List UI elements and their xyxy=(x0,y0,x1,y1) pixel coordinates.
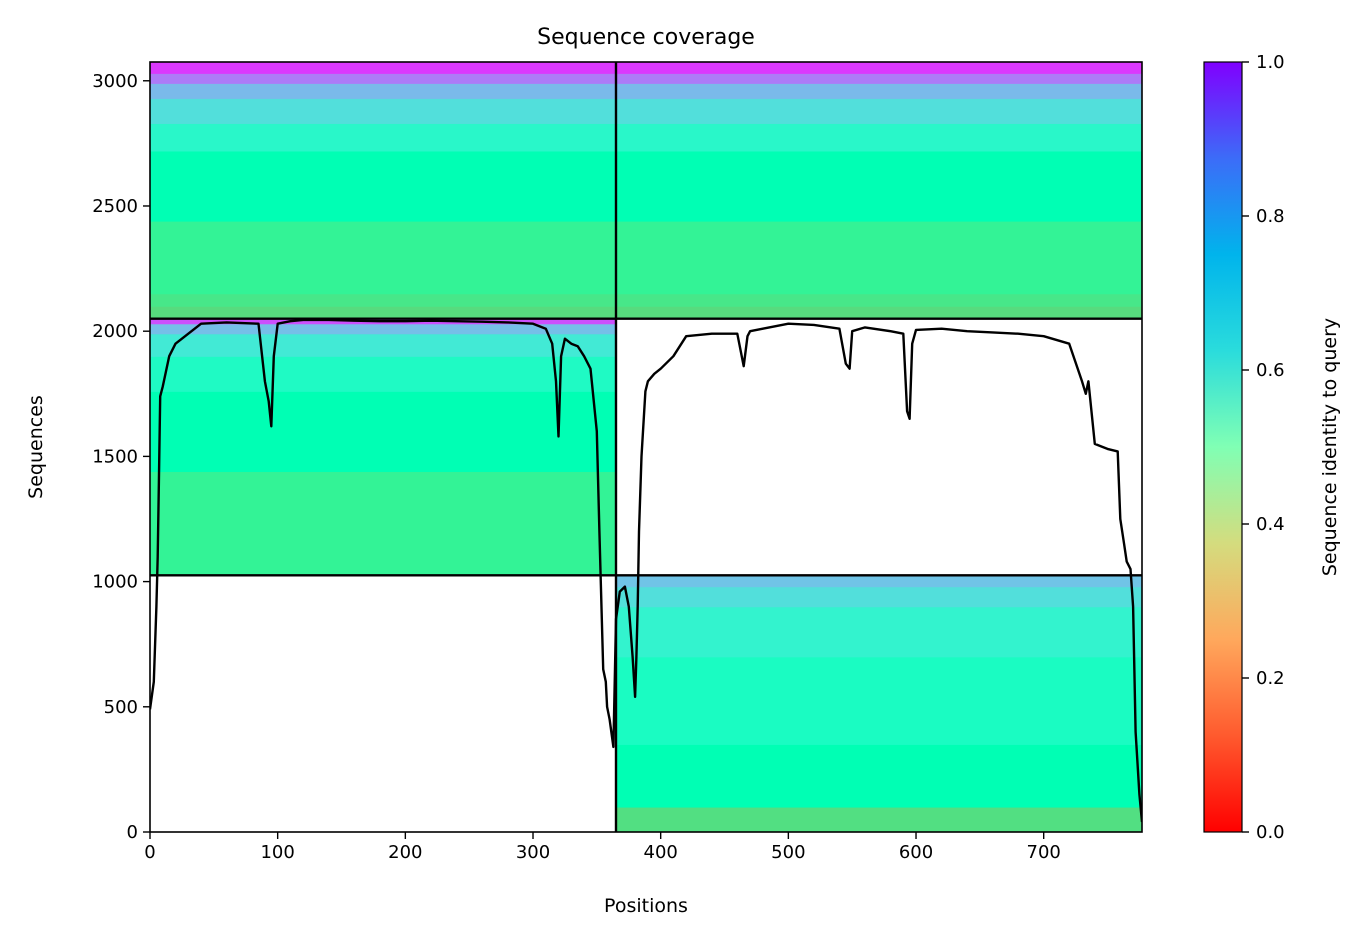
colorbar-tick-label: 0.6 xyxy=(1256,360,1285,381)
y-tick-label: 2000 xyxy=(92,321,138,342)
colorbar-ticks: 0.0 0.2 0.4 0.6 0.8 1.0 xyxy=(1242,52,1285,843)
coverage-line xyxy=(150,318,1142,823)
identity-band xyxy=(615,656,1142,745)
y-tick-label: 2500 xyxy=(92,196,138,217)
x-tick-label: 200 xyxy=(388,842,422,863)
msa-block-chain-B xyxy=(615,575,1142,832)
identity-band xyxy=(615,606,1142,658)
identity-band xyxy=(615,586,1142,608)
identity-band xyxy=(150,123,1142,152)
x-tick-label: 600 xyxy=(899,842,933,863)
identity-band xyxy=(150,306,1142,320)
x-axis: 0 100 200 300 400 500 600 700 xyxy=(144,832,1061,863)
plot-frame xyxy=(149,61,1143,833)
colorbar-gradient xyxy=(1203,61,1243,833)
identity-band xyxy=(150,73,1142,84)
identity-band xyxy=(150,221,1142,295)
identity-band xyxy=(150,62,1142,74)
y-axis: 0 500 1000 1500 2000 2500 3000 xyxy=(92,71,150,843)
y-tick-label: 1000 xyxy=(92,572,138,593)
identity-band xyxy=(150,323,616,335)
identity-band xyxy=(150,150,1142,222)
colorbar-tick-label: 0.8 xyxy=(1256,206,1285,227)
block-dividers xyxy=(150,62,1142,832)
identity-band xyxy=(150,356,616,392)
msa-block-chain-A xyxy=(150,318,616,576)
x-tick-label: 100 xyxy=(260,842,294,863)
x-tick-label: 400 xyxy=(644,842,678,863)
identity-band xyxy=(615,744,1142,808)
identity-band xyxy=(150,98,1142,124)
msa-blocks xyxy=(150,62,1142,832)
identity-band xyxy=(150,333,616,357)
y-tick-label: 3000 xyxy=(92,71,138,92)
chart-title: Sequence coverage xyxy=(537,25,755,50)
x-axis-label: Positions xyxy=(604,895,688,917)
identity-band xyxy=(615,806,1142,832)
y-axis-label: Sequences xyxy=(25,395,47,499)
colorbar-label: Sequence identity to query xyxy=(1319,318,1341,576)
msa-block-paired xyxy=(150,62,1142,320)
colorbar-tick-label: 0.4 xyxy=(1256,514,1285,535)
y-tick-label: 0 xyxy=(127,822,138,843)
identity-band xyxy=(150,471,616,576)
colorbar: 0.0 0.2 0.4 0.6 0.8 1.0 Sequence identity to … xyxy=(1203,52,1341,843)
colorbar-tick-label: 1.0 xyxy=(1256,52,1285,73)
y-tick-label: 500 xyxy=(104,697,138,718)
coverage-line-group xyxy=(150,318,1142,823)
y-tick-label: 1500 xyxy=(92,446,138,467)
x-tick-label: 0 xyxy=(144,842,155,863)
identity-band xyxy=(150,83,1142,99)
identity-band xyxy=(150,391,616,473)
colorbar-tick-label: 0.0 xyxy=(1256,822,1285,843)
x-tick-label: 500 xyxy=(771,842,805,863)
colorbar-tick-label: 0.2 xyxy=(1256,668,1285,689)
x-tick-label: 300 xyxy=(516,842,550,863)
identity-band xyxy=(615,575,1142,588)
x-tick-label: 700 xyxy=(1027,842,1061,863)
identity-band xyxy=(150,293,1142,307)
